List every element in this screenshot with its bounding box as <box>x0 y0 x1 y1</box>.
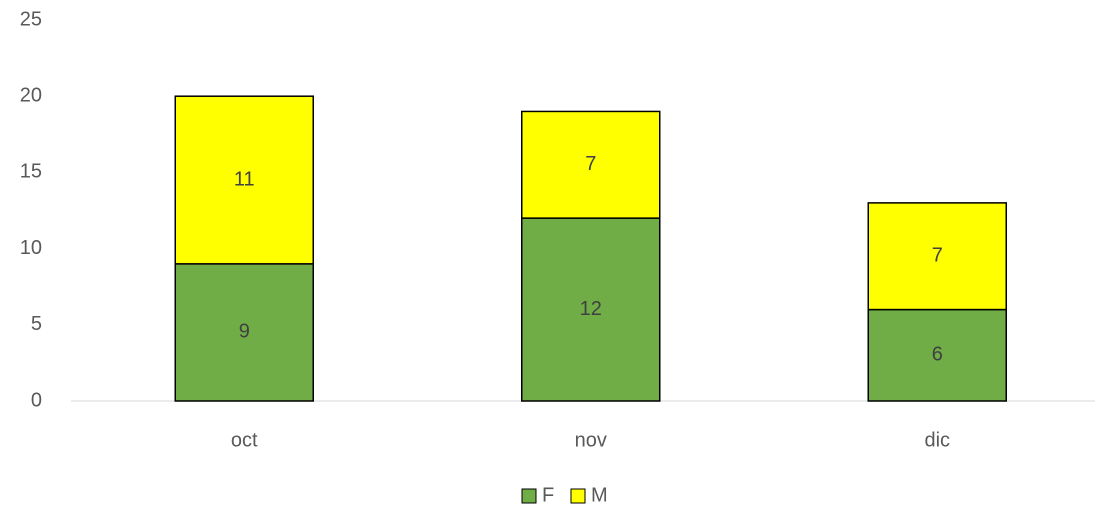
data-label: 11 <box>234 168 255 190</box>
legend-swatch <box>570 488 586 504</box>
data-label: 7 <box>585 153 596 175</box>
bar-segment <box>521 110 661 219</box>
bar-segment <box>174 263 314 402</box>
data-label: 9 <box>239 321 250 343</box>
data-label: 6 <box>932 344 943 366</box>
y-tick-label: 5 <box>31 313 42 335</box>
x-tick-label: dic <box>924 429 950 451</box>
bar-segment <box>867 308 1007 402</box>
x-tick-label: oct <box>231 429 258 451</box>
y-tick-label: 20 <box>20 84 42 106</box>
legend-label: F <box>542 484 554 506</box>
y-tick-label: 25 <box>20 8 42 30</box>
y-tick-label: 15 <box>20 161 42 183</box>
legend-label: M <box>591 484 608 506</box>
bar-segment <box>174 95 314 265</box>
data-label: 12 <box>580 298 602 320</box>
data-label: 7 <box>932 245 943 267</box>
y-tick-label: 0 <box>31 389 42 411</box>
x-tick-label: nov <box>575 429 607 451</box>
legend-swatch <box>521 488 537 504</box>
y-tick-label: 10 <box>20 237 42 259</box>
bar-segment <box>867 202 1007 311</box>
